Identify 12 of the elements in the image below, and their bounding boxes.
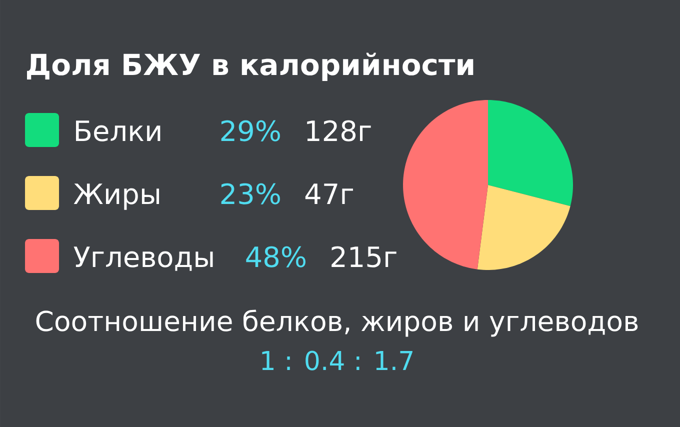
legend-label: Жиры (74, 184, 160, 210)
data-label: 29% (221, 120, 280, 142)
chart-title: Доля БЖУ в калорийности (27, 52, 474, 82)
legend-label: Углеводы (74, 246, 213, 271)
text: 47г (305, 184, 353, 204)
data-label: 23% (221, 183, 280, 204)
legend-label: Белки (76, 120, 160, 142)
text: 215г (332, 246, 396, 268)
text: 128г (307, 120, 371, 142)
text: 1 : 0.4 : 1.7 (262, 350, 412, 370)
text: Соотношение белков, жиров и углеводов (36, 310, 638, 337)
data-label: 48% (246, 246, 306, 268)
